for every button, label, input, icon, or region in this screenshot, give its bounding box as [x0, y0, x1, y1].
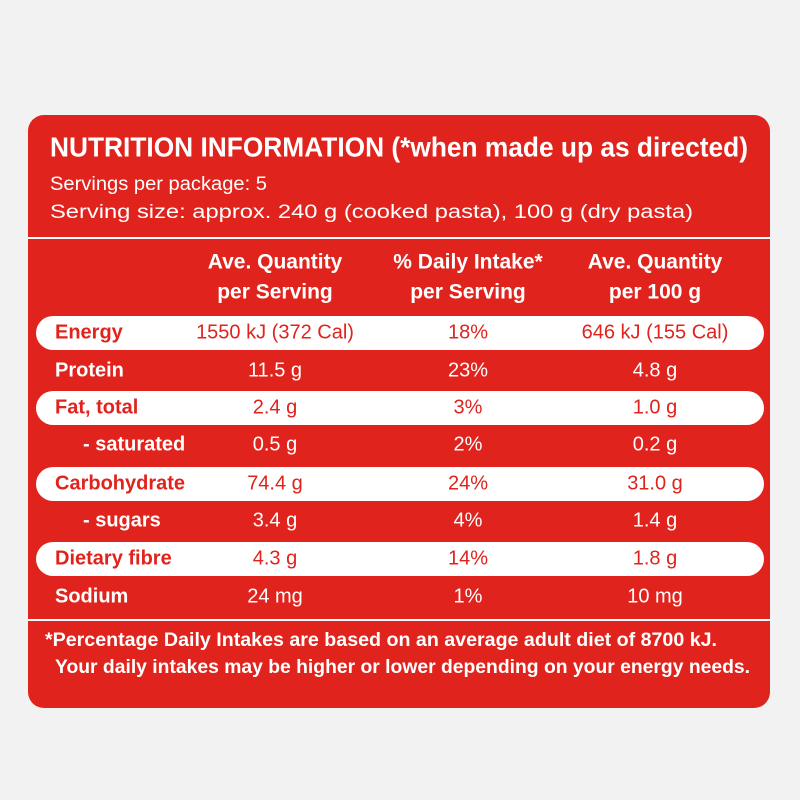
- nutrient-name: Carbohydrate: [55, 472, 185, 494]
- nutrient-value: 2%: [454, 433, 483, 455]
- nutrient-value: 1.0 g: [633, 396, 677, 418]
- nutrient-value: 4%: [454, 509, 483, 531]
- footnote: Your daily intakes may be higher or lowe…: [55, 657, 750, 678]
- nutrient-value: 31.0 g: [627, 472, 683, 494]
- nutrient-value: 3%: [454, 396, 483, 418]
- nutrient-value: 1.4 g: [633, 509, 677, 531]
- nutrient-value: 2.4 g: [253, 396, 297, 418]
- nutrient-name: Dietary fibre: [55, 547, 172, 569]
- column-header: Ave. Quantity: [588, 251, 723, 274]
- nutrient-value: 0.2 g: [633, 433, 677, 455]
- nutrient-value: 4.3 g: [253, 547, 297, 569]
- nutrient-name: Protein: [55, 359, 124, 381]
- nutrient-value: 24 mg: [247, 585, 303, 607]
- column-header: Ave. Quantity: [208, 251, 343, 274]
- servings: Servings per package: 5: [50, 174, 267, 195]
- nutrient-value: 0.5 g: [253, 433, 297, 455]
- nutrient-value: 4.8 g: [633, 359, 677, 381]
- row-highlight: [36, 542, 764, 576]
- row-highlight: [36, 391, 764, 425]
- row-highlight: [36, 316, 764, 350]
- nutrient-name: Energy: [55, 321, 124, 343]
- nutrient-value: 1550 kJ (372 Cal): [196, 321, 354, 343]
- nutrient-value: 14%: [448, 547, 488, 569]
- nutrient-value: 646 kJ (155 Cal): [582, 321, 729, 343]
- column-header: per Serving: [217, 281, 333, 304]
- nutrient-name: Fat, total: [55, 396, 138, 418]
- nutrient-value: 3.4 g: [253, 509, 297, 531]
- nutrient-value: 24%: [448, 472, 488, 494]
- column-header: % Daily Intake*: [393, 251, 543, 274]
- nutrient-value: 11.5 g: [248, 359, 302, 381]
- footnote: *Percentage Daily Intakes are based on a…: [45, 630, 717, 651]
- nutrient-name: Sodium: [55, 585, 128, 607]
- nutrient-value: 74.4 g: [247, 472, 303, 494]
- nutrient-value: 10 mg: [627, 585, 683, 607]
- nutrient-value: 1.8 g: [633, 547, 677, 569]
- nutrient-name: - saturated: [83, 433, 185, 455]
- nutrient-value: 18%: [448, 321, 488, 343]
- column-header: per 100 g: [609, 281, 701, 304]
- nutrient-value: 23%: [448, 359, 488, 381]
- column-header: per Serving: [410, 281, 526, 304]
- nutrient-name: - sugars: [83, 509, 161, 531]
- serving-size: Serving size: approx. 240 g (cooked past…: [50, 202, 693, 223]
- title: NUTRITION INFORMATION (*when made up as …: [50, 131, 748, 162]
- row-highlight: [36, 467, 764, 501]
- nutrient-value: 1%: [454, 585, 483, 607]
